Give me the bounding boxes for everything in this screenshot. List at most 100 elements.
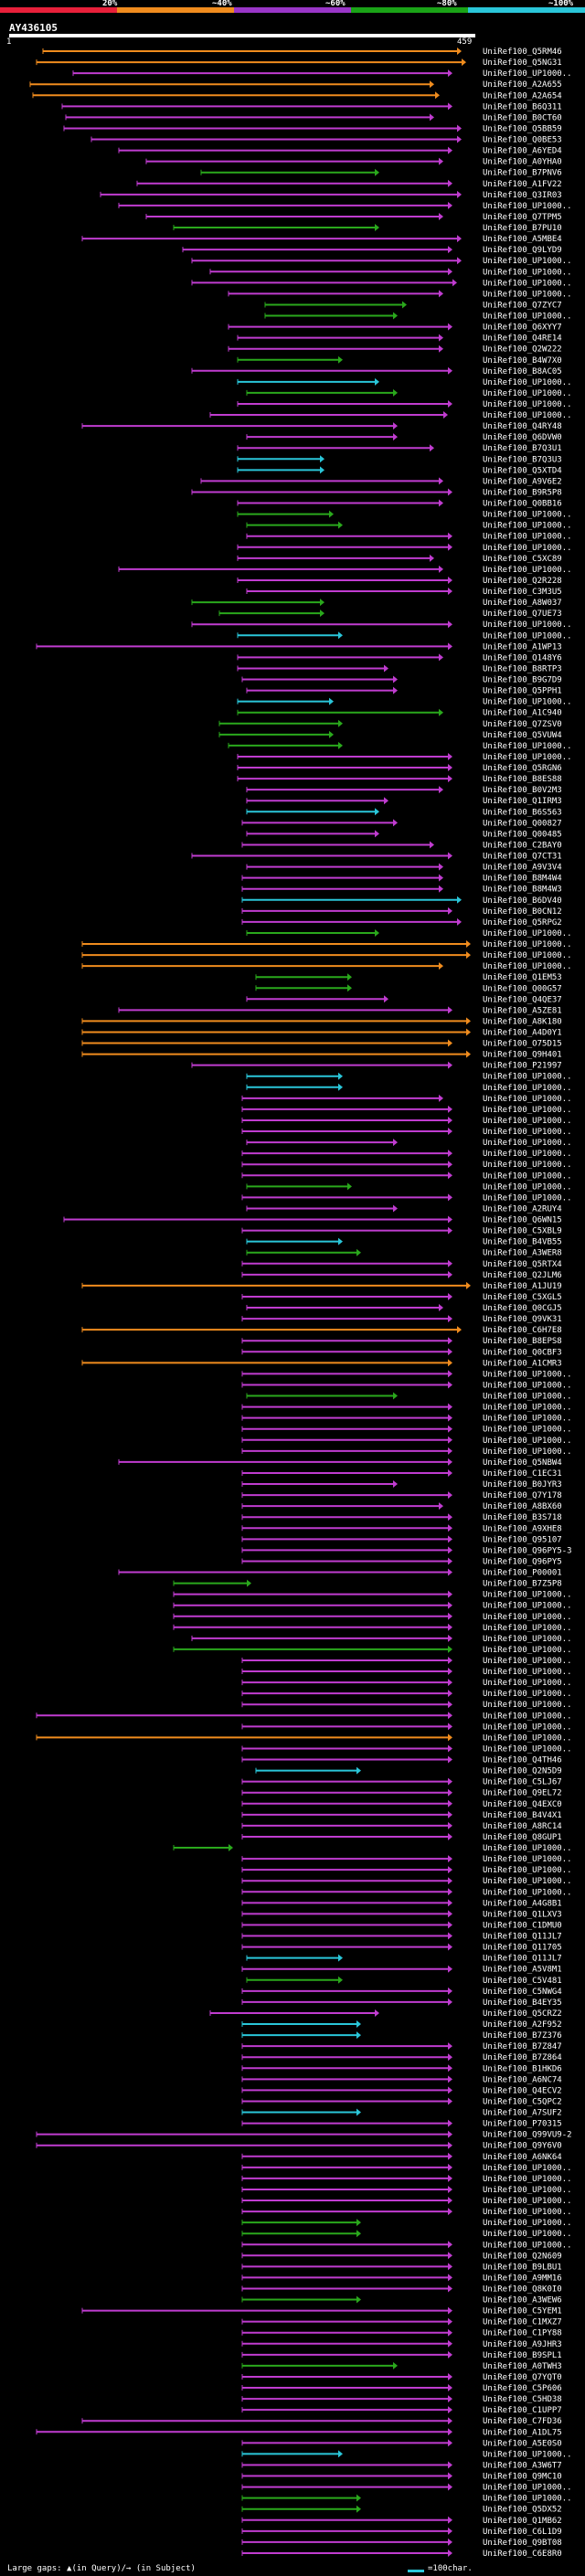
hit-label[interactable]: UniRef100_UP1000..	[483, 1844, 572, 1853]
hit-label[interactable]: UniRef100_Q6WN15	[483, 1216, 562, 1225]
hit-label[interactable]: UniRef100_B7Q3U1	[483, 444, 562, 453]
hit-label[interactable]: UniRef100_A9XHE8	[483, 1524, 562, 1533]
hit-label[interactable]: UniRef100_B0JYR3	[483, 1480, 562, 1489]
hit-label[interactable]: UniRef100_A3WER8	[483, 1249, 562, 1258]
hit-label[interactable]: UniRef100_Q11JL7	[483, 1955, 562, 1964]
hit-label[interactable]: UniRef100_Q2N609	[483, 2252, 562, 2261]
hit-label[interactable]: UniRef100_Q7Y178	[483, 1491, 562, 1500]
hit-label[interactable]: UniRef100_Q5RM46	[483, 48, 562, 57]
hit-label[interactable]: UniRef100_A2F952	[483, 2020, 562, 2030]
hit-label[interactable]: UniRef100_UP1000..	[483, 290, 572, 299]
hit-label[interactable]: UniRef100_Q7TPM5	[483, 213, 562, 222]
hit-label[interactable]: UniRef100_C3M3U5	[483, 588, 562, 597]
hit-label[interactable]: UniRef100_UP1000..	[483, 1657, 572, 1666]
hit-label[interactable]: UniRef100_Q0BB16	[483, 500, 562, 509]
hit-label[interactable]: UniRef100_A1C940	[483, 709, 562, 718]
hit-label[interactable]: UniRef100_UP1000..	[483, 1888, 572, 1897]
hit-label[interactable]: UniRef100_B7PNV6	[483, 169, 562, 178]
hit-label[interactable]: UniRef100_C6E8R0	[483, 2549, 562, 2559]
hit-label[interactable]: UniRef100_UP1000..	[483, 1733, 572, 1743]
hit-label[interactable]: UniRef100_A1FV22	[483, 180, 562, 189]
hit-label[interactable]: UniRef100_B4EY35	[483, 1998, 562, 2008]
hit-label[interactable]: UniRef100_Q2R228	[483, 577, 562, 586]
hit-label[interactable]: UniRef100_C5V481	[483, 1977, 562, 1986]
hit-label[interactable]: UniRef100_Q6XYY7	[483, 323, 562, 333]
hit-label[interactable]: UniRef100_B8M4W3	[483, 885, 562, 895]
hit-label[interactable]: UniRef100_C6L1D9	[483, 2528, 562, 2537]
hit-label[interactable]: UniRef100_B9R5P8	[483, 488, 562, 497]
hit-label[interactable]: UniRef100_UP1000..	[483, 1855, 572, 1864]
hit-label[interactable]: UniRef100_UP1000..	[483, 1393, 572, 1402]
hit-label[interactable]: UniRef100_UP1000..	[483, 268, 572, 277]
hit-label[interactable]: UniRef100_Q5RGN6	[483, 764, 562, 773]
hit-label[interactable]: UniRef100_A1WP13	[483, 642, 562, 652]
hit-label[interactable]: UniRef100_P00001	[483, 1569, 562, 1578]
hit-label[interactable]: UniRef100_B3S718	[483, 1513, 562, 1522]
hit-label[interactable]: UniRef100_Q4RE14	[483, 334, 562, 344]
hit-label[interactable]: UniRef100_A9MM16	[483, 2274, 562, 2283]
hit-label[interactable]: UniRef100_B6Q311	[483, 102, 562, 111]
hit-label[interactable]: UniRef100_Q5CRZ2	[483, 2009, 562, 2019]
hit-label[interactable]: UniRef100_UP1000..	[483, 202, 572, 211]
hit-label[interactable]: UniRef100_UP1000..	[483, 2450, 572, 2459]
hit-label[interactable]: UniRef100_C1EC31	[483, 1469, 562, 1479]
hit-label[interactable]: UniRef100_B7Z864	[483, 2053, 562, 2062]
hit-label[interactable]: UniRef100_Q4RY48	[483, 422, 562, 431]
hit-label[interactable]: UniRef100_UP1000..	[483, 411, 572, 420]
hit-label[interactable]: UniRef100_Q1LXV3	[483, 1910, 562, 1919]
hit-label[interactable]: UniRef100_A7SUF2	[483, 2109, 562, 2118]
hit-label[interactable]: UniRef100_UP1000..	[483, 1139, 572, 1148]
hit-label[interactable]: UniRef100_B4VB55	[483, 1238, 562, 1247]
hit-label[interactable]: UniRef100_UP1000..	[483, 1415, 572, 1424]
hit-label[interactable]: UniRef100_Q5BB59	[483, 124, 562, 133]
hit-label[interactable]: UniRef100_UP1000..	[483, 257, 572, 266]
hit-label[interactable]: UniRef100_C5XGL5	[483, 1293, 562, 1302]
hit-label[interactable]: UniRef100_UP1000..	[483, 1182, 572, 1192]
hit-label[interactable]: UniRef100_B8ES88	[483, 775, 562, 784]
hit-label[interactable]: UniRef100_Q8GUP1	[483, 1833, 562, 1842]
hit-label[interactable]: UniRef100_A4G8B1	[483, 1899, 562, 1908]
hit-label[interactable]: UniRef100_UP1000..	[483, 1701, 572, 1710]
hit-label[interactable]: UniRef100_UP1000..	[483, 1646, 572, 1655]
hit-label[interactable]: UniRef100_C7FD36	[483, 2417, 562, 2426]
hit-label[interactable]: UniRef100_C2BAY0	[483, 841, 562, 850]
hit-label[interactable]: UniRef100_UP1000..	[483, 631, 572, 641]
hit-label[interactable]: UniRef100_B7Z847	[483, 2042, 562, 2051]
hit-label[interactable]: UniRef100_UP1000..	[483, 1712, 572, 1721]
hit-label[interactable]: UniRef100_Q5DX52	[483, 2506, 562, 2515]
hit-label[interactable]: UniRef100_Q9EL72	[483, 1789, 562, 1798]
hit-label[interactable]: UniRef100_A8W037	[483, 599, 562, 608]
hit-label[interactable]: UniRef100_UP1000..	[483, 1426, 572, 1435]
hit-label[interactable]: UniRef100_Q4QE37	[483, 995, 562, 1004]
hit-label[interactable]: UniRef100_B8EPS8	[483, 1337, 562, 1346]
hit-label[interactable]: UniRef100_C6H7E8	[483, 1326, 562, 1335]
hit-label[interactable]: UniRef100_UP1000..	[483, 2241, 572, 2250]
hit-label[interactable]: UniRef100_B7PU10	[483, 224, 562, 233]
hit-label[interactable]: UniRef100_UP1000..	[483, 1877, 572, 1886]
hit-label[interactable]: UniRef100_Q5PPH1	[483, 687, 562, 696]
hit-label[interactable]: UniRef100_C5YEM1	[483, 2307, 562, 2316]
hit-label[interactable]: UniRef100_Q4TH46	[483, 1756, 562, 1765]
hit-label[interactable]: UniRef100_Q4ECV2	[483, 2086, 562, 2095]
hit-label[interactable]: UniRef100_C5P606	[483, 2384, 562, 2393]
hit-label[interactable]: UniRef100_A2A655	[483, 80, 562, 90]
hit-label[interactable]: UniRef100_Q1IRM3	[483, 797, 562, 806]
hit-label[interactable]: UniRef100_B0V2M3	[483, 786, 562, 795]
hit-label[interactable]: UniRef100_Q2W222	[483, 345, 562, 355]
hit-label[interactable]: UniRef100_UP1000..	[483, 1370, 572, 1379]
hit-label[interactable]: UniRef100_A2RUY4	[483, 1204, 562, 1214]
hit-label[interactable]: UniRef100_UP1000..	[483, 2186, 572, 2195]
hit-label[interactable]: UniRef100_Q5NG31	[483, 58, 562, 68]
hit-label[interactable]: UniRef100_Q11705	[483, 1944, 562, 1953]
hit-label[interactable]: UniRef100_B6DV40	[483, 896, 562, 906]
hit-label[interactable]: UniRef100_C5HD38	[483, 2395, 562, 2404]
hit-label[interactable]: UniRef100_UP1000..	[483, 940, 572, 949]
hit-label[interactable]: UniRef100_C5NWG4	[483, 1988, 562, 1997]
hit-label[interactable]: UniRef100_C5XC89	[483, 555, 562, 564]
hit-label[interactable]: UniRef100_Q1MB62	[483, 2517, 562, 2526]
hit-label[interactable]: UniRef100_UP1000..	[483, 1106, 572, 1115]
hit-label[interactable]: UniRef100_UP1000..	[483, 1150, 572, 1159]
hit-label[interactable]: UniRef100_Q9LYD9	[483, 246, 562, 255]
hit-label[interactable]: UniRef100_UP1000..	[483, 544, 572, 553]
hit-label[interactable]: UniRef100_UP1000..	[483, 753, 572, 762]
